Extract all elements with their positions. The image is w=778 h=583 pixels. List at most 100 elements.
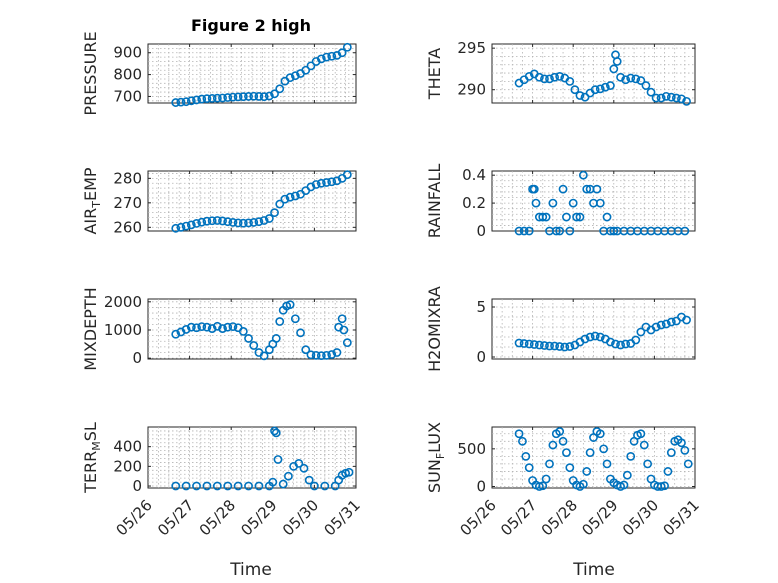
data-point	[555, 427, 565, 436]
data-point	[244, 218, 253, 228]
data-point	[280, 194, 290, 204]
data-point	[529, 184, 539, 194]
data-point	[621, 75, 631, 85]
data-point	[244, 92, 253, 101]
data-point	[290, 314, 300, 324]
y-tick-label: 700	[113, 87, 142, 105]
data-point	[521, 451, 531, 461]
y-tick-label: 500	[457, 440, 486, 458]
data-point	[570, 85, 580, 95]
data-point	[275, 84, 285, 94]
data-point	[202, 216, 212, 226]
data-point	[275, 199, 285, 209]
data-point	[283, 471, 293, 481]
data-point	[524, 72, 534, 81]
data-point	[611, 339, 620, 349]
data-point	[565, 342, 575, 351]
y-tick-label: 0.4	[462, 166, 486, 184]
data-point	[207, 324, 217, 333]
data-point	[192, 481, 201, 491]
data-point	[186, 322, 196, 332]
data-point	[548, 198, 558, 208]
data-point	[233, 218, 243, 228]
data-point	[666, 448, 676, 458]
y-tick-label: 0	[476, 222, 486, 240]
data-point	[524, 339, 534, 349]
data-point	[197, 94, 207, 104]
data-point	[660, 481, 669, 491]
data-point	[268, 477, 278, 487]
data-point	[259, 351, 269, 361]
data-point	[582, 467, 592, 476]
x-tick-label: 05/26	[457, 496, 500, 539]
data-point	[616, 340, 625, 350]
data-point	[192, 95, 201, 105]
x-tick-label: 05/27	[154, 496, 197, 539]
data-point	[311, 350, 321, 360]
data-point	[290, 191, 300, 201]
data-point	[580, 334, 590, 344]
x-tick-label: 05/29	[578, 496, 621, 539]
data-point	[332, 176, 342, 186]
data-point	[171, 329, 181, 339]
data-point	[677, 438, 686, 448]
data-point	[171, 481, 181, 491]
data-point	[212, 481, 222, 491]
data-point	[534, 482, 544, 491]
data-point	[306, 182, 316, 192]
data-point	[600, 82, 610, 92]
data-point	[342, 338, 352, 348]
data-point	[337, 48, 347, 58]
data-point	[534, 72, 544, 82]
subplot-theta: 290 295 THETA	[425, 39, 696, 106]
y-tick-label: 0	[476, 348, 486, 366]
data-point	[671, 93, 681, 103]
data-point	[192, 219, 201, 228]
data-point	[320, 481, 330, 491]
data-point	[651, 93, 661, 103]
data-point	[595, 429, 605, 439]
data-point	[560, 342, 570, 352]
data-point	[181, 221, 191, 231]
data-point	[590, 331, 600, 341]
data-point	[186, 96, 196, 106]
data-point	[602, 212, 612, 222]
data-point	[585, 332, 595, 342]
data-point	[606, 337, 615, 347]
data-point	[612, 57, 622, 66]
data-point	[682, 96, 691, 106]
data-point	[218, 216, 227, 226]
data-point	[238, 218, 248, 228]
y-tick-label: 5	[476, 298, 486, 316]
data-point	[550, 341, 559, 351]
data-point	[337, 314, 347, 324]
data-point	[212, 93, 222, 103]
data-point	[538, 481, 548, 491]
data-point	[197, 322, 207, 332]
data-point	[545, 459, 554, 469]
data-point	[562, 212, 571, 222]
data-point	[264, 91, 274, 101]
data-point	[270, 426, 279, 436]
x-tick-label: 05/27	[497, 496, 540, 539]
data-point	[609, 226, 619, 236]
data-point	[575, 91, 585, 100]
data-point	[680, 445, 690, 455]
data-point	[680, 226, 690, 236]
data-point	[580, 92, 590, 102]
data-point	[541, 474, 551, 484]
subplot-air-temp: 260 270 280 AIRTEMP	[81, 167, 357, 236]
y-tick-label: 0	[132, 349, 142, 367]
data-point	[327, 51, 337, 61]
x-tick-label: 05/31	[660, 496, 703, 539]
subplot-grid: 700 800 900 PRESSURE 290 295 THETA 260 270 280 AIR…	[81, 31, 703, 539]
y-tick-label: 800	[113, 66, 142, 84]
data-point	[344, 467, 354, 477]
data-point	[259, 216, 269, 225]
subplot-h2omixra: 0 5 H2OMIXRA	[425, 286, 696, 372]
x-tick-label: 05/31	[321, 496, 364, 539]
data-point	[186, 220, 196, 230]
data-point	[558, 184, 568, 194]
